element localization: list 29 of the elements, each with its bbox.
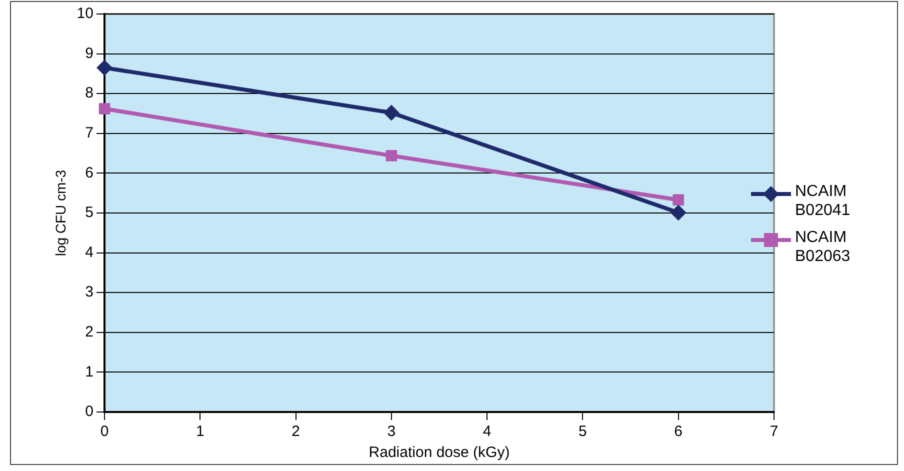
legend-label: NCAIM B02041: [795, 182, 852, 220]
x-tick-label: 3: [387, 423, 396, 440]
point: [670, 204, 686, 221]
point: [672, 194, 684, 206]
x-tick-label: 7: [770, 423, 778, 440]
y-tick-label: 5: [85, 204, 94, 222]
y-tick-label: 4: [85, 244, 94, 261]
y-tick-label: 3: [85, 284, 94, 301]
x-tick-label: 6: [674, 423, 683, 440]
point: [98, 103, 110, 114]
y-tick-label: 0: [85, 403, 94, 420]
x-tick-label: 0: [100, 423, 109, 440]
point: [383, 104, 400, 121]
x-axis-title: Radiation dose (kGy): [368, 444, 510, 462]
y-tick-label: 2: [85, 324, 94, 341]
y-tick-label: 10: [76, 5, 94, 22]
y-axis-title: log CFU cm-3: [52, 170, 68, 256]
legend-label: NCAIM B02063: [795, 228, 852, 266]
x-tick-label: 1: [196, 423, 204, 440]
y-tick-label: 8: [85, 84, 94, 102]
x-tick-label: 4: [482, 423, 492, 440]
y-tick-label: 6: [85, 164, 94, 182]
y-tick-label: 7: [85, 124, 94, 142]
point: [96, 60, 112, 76]
y-tick-label: 1: [85, 363, 94, 380]
x-tick-label: 2: [292, 423, 300, 440]
point: [386, 150, 398, 162]
x-tick-label: 5: [578, 423, 587, 440]
y-tick-label: 9: [85, 44, 94, 62]
